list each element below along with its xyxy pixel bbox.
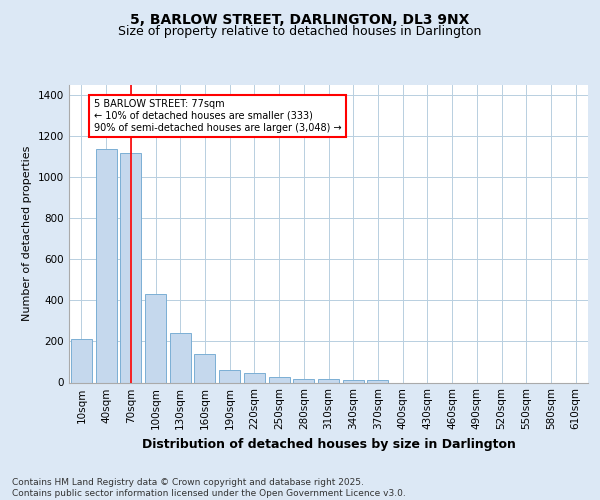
Bar — [367, 380, 388, 382]
Y-axis label: Number of detached properties: Number of detached properties — [22, 146, 32, 322]
Bar — [269, 378, 290, 382]
Bar — [71, 340, 92, 382]
Text: Contains HM Land Registry data © Crown copyright and database right 2025.
Contai: Contains HM Land Registry data © Crown c… — [12, 478, 406, 498]
Bar — [120, 152, 141, 382]
Text: Size of property relative to detached houses in Darlington: Size of property relative to detached ho… — [118, 25, 482, 38]
Bar — [343, 380, 364, 382]
Text: 5 BARLOW STREET: 77sqm
← 10% of detached houses are smaller (333)
90% of semi-de: 5 BARLOW STREET: 77sqm ← 10% of detached… — [94, 100, 341, 132]
Bar — [145, 294, 166, 382]
Bar — [194, 354, 215, 382]
Bar — [219, 370, 240, 382]
Bar — [170, 334, 191, 382]
Bar — [318, 380, 339, 382]
Bar — [293, 380, 314, 382]
X-axis label: Distribution of detached houses by size in Darlington: Distribution of detached houses by size … — [142, 438, 515, 450]
Text: 5, BARLOW STREET, DARLINGTON, DL3 9NX: 5, BARLOW STREET, DARLINGTON, DL3 9NX — [130, 12, 470, 26]
Bar — [244, 374, 265, 382]
Bar — [95, 148, 116, 382]
